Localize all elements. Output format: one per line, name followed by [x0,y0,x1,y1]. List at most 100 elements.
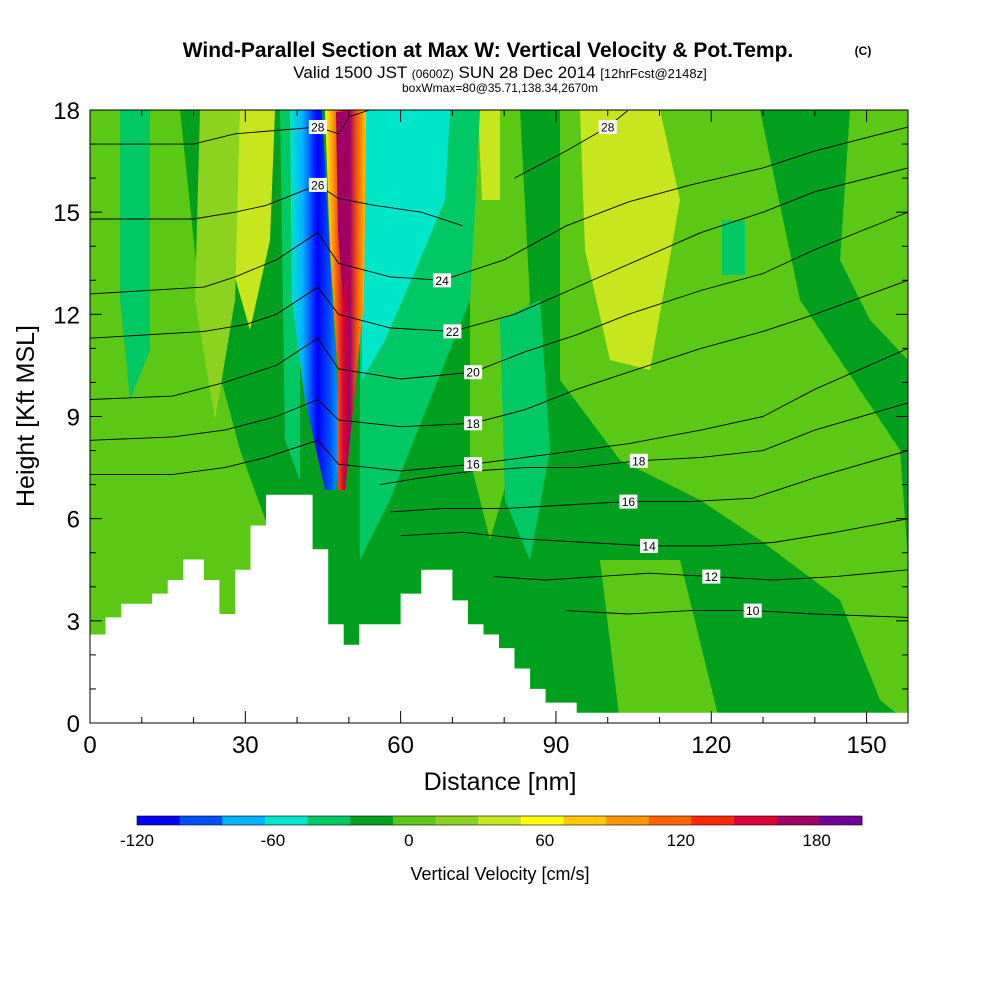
plot-field [90,110,908,723]
copyright-mark: (C) [855,44,872,58]
downdraft-band [290,110,340,490]
x-tick-label: 90 [543,732,570,759]
contour-label: 10 [743,603,762,618]
valid-date: SUN 28 Dec 2014 [459,63,596,82]
colorbar-swatch [435,816,479,825]
colorbar-swatch [478,816,522,825]
contour-label-box [464,416,483,431]
contour-label-text: 18 [466,417,480,431]
contour-label: 24 [433,273,452,288]
field-region [478,110,500,200]
updraft-band [325,110,366,490]
colorbar-swatch [520,816,564,825]
theta-contour-line [566,610,908,618]
valid-time-line: Valid 1500 JST (0600Z) SUN 28 Dec 2014 [… [293,63,706,82]
x-tick-label: 60 [387,732,414,759]
field-region [580,110,680,370]
x-axis-label: Distance [nm] [424,768,577,796]
contour-label-text: 28 [601,121,615,135]
colorbar-swatch [563,816,607,825]
contour-label: 16 [619,494,638,509]
colorbar-swatch [137,816,180,825]
colorbar-tick-label: -60 [261,831,286,850]
contour-label-box [308,120,327,134]
colorbar-tick-label: -120 [120,831,154,850]
contour-label-box [464,457,483,472]
contour-label-box [640,538,659,553]
contour-label-text: 26 [311,178,325,192]
y-axis-label: Height [Kft MSL] [12,325,40,507]
contour-label: 18 [464,416,483,431]
contour-label-text: 28 [311,121,325,135]
contour-label-box [743,603,762,618]
contour-label-box [308,177,327,192]
x-tick-label: 150 [847,732,887,759]
colorbar-swatch [648,816,692,825]
colorbar-tick-label: 180 [803,831,831,850]
contour-label: 22 [443,324,462,339]
contour-label-text: 18 [632,454,646,468]
x-tick-label: 0 [83,732,96,759]
x-tick-label: 30 [232,732,259,759]
contour-label: 28 [308,120,327,135]
contour-label: 12 [702,569,721,584]
theta-contour-line [514,110,629,179]
contour-label-box [433,273,452,288]
contour-label-text: 10 [746,604,760,618]
contour-label-text: 24 [435,274,449,288]
contour-label: 14 [640,538,659,553]
box-info: boxWmax=80@35.71,138.34,2670m [402,81,598,95]
colorbar-tick-label: 60 [535,831,554,850]
contour-label-text: 16 [622,495,636,509]
colorbar-swatch [179,816,223,825]
contour-label: 18 [629,453,648,468]
colorbar-swatch [307,816,351,825]
colorbar-label: Vertical Velocity [cm/s] [410,864,589,884]
x-tick-label: 120 [691,732,731,759]
y-tick-label: 3 [67,609,80,636]
field-region [600,560,720,723]
valid-prefix: Valid 1500 JST [293,63,407,82]
y-tick-label: 15 [53,200,80,227]
contour-label-text: 14 [642,539,656,553]
colorbar-swatch [222,816,266,825]
terrain-profile [90,494,908,723]
y-tick-label: 9 [67,405,80,432]
colorbar-swatch [776,816,820,825]
contour-label: 20 [464,365,483,380]
contour-label-text: 12 [705,570,719,584]
contour-label-text: 16 [466,458,480,472]
y-tick-label: 0 [67,711,80,738]
contour-label-text: 22 [446,325,460,339]
y-tick-label: 18 [53,98,80,125]
contour-labels: 28 26 28 24 22 20 18 16 18 16 14 12 10 [308,120,762,618]
colorbar-tick-label: 0 [404,831,413,850]
forecast-info: [12hrFcst@2148z] [600,66,706,81]
contour-label-box [464,365,483,380]
colorbar-swatch [734,816,778,825]
contour-label-box [619,494,638,509]
colorbar-tick-label: 120 [667,831,695,850]
colorbar-swatch [350,816,394,825]
contour-label-box [598,120,617,134]
y-tick-label: 12 [53,302,80,329]
contour-label-box [629,453,648,468]
valid-utc: (0600Z) [412,67,454,81]
field-region [230,110,275,330]
field-region [120,110,150,400]
colorbar-swatch [819,816,863,825]
contour-label: 26 [308,177,327,192]
theta-contour-line [493,569,908,581]
colorbar-frame [136,815,863,826]
contour-label-text: 20 [466,366,480,380]
theta-contour-line [379,402,908,486]
colorbar-swatch [392,816,436,825]
colorbar-swatch [691,816,735,825]
contour-label-box [443,324,462,339]
y-tick-label: 6 [67,507,80,534]
contour-label: 16 [464,457,483,472]
contour-label: 28 [598,120,617,135]
field-region [195,110,240,420]
field-region [362,110,450,380]
